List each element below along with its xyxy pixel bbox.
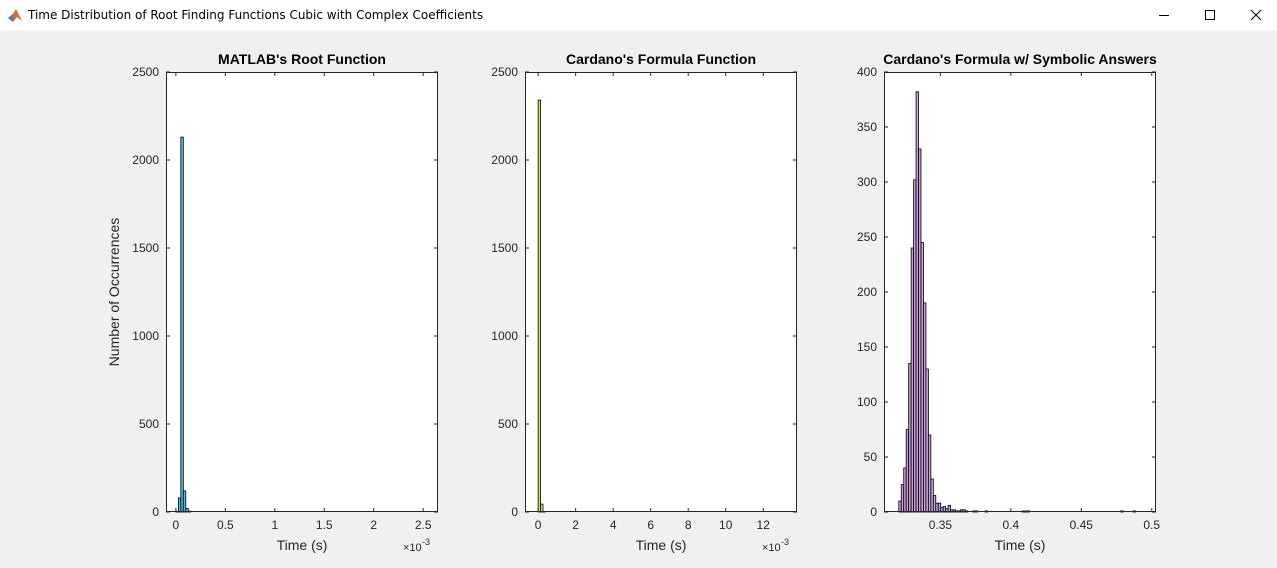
chart-title: Cardano's Formula Function: [566, 51, 756, 67]
x-tick-label: 0.45: [1070, 518, 1094, 532]
plot-area: [166, 72, 438, 512]
x-tick-label: 8: [685, 518, 692, 532]
y-tick-label: 100: [857, 395, 877, 409]
close-icon: [1250, 9, 1262, 21]
minimize-icon: [1159, 15, 1169, 16]
histogram-bar: [180, 136, 184, 513]
x-tick-label: 0.5: [217, 518, 234, 532]
axes-3[interactable]: 0.35 0.4 0.45 0.5 0 50 100 150 200 250 300 350 400 Ca…: [857, 51, 1160, 553]
y-tick-label: 1000: [491, 329, 518, 343]
x-axis-exponent: ×10: [403, 542, 422, 554]
x-axis-exponent-power: -3: [781, 537, 789, 547]
y-tick-label: 500: [139, 417, 159, 431]
maximize-icon: [1205, 10, 1215, 20]
y-tick-label: 0: [511, 505, 518, 519]
y-tick-label: 1500: [491, 241, 518, 255]
close-button[interactable]: [1233, 0, 1277, 30]
x-tick-label: 6: [647, 518, 654, 532]
axes-2[interactable]: 0 2 4 6 8 10 12 0 500 1000 1500 2000 2500 Cardano's F…: [491, 51, 797, 554]
maximize-button[interactable]: [1187, 0, 1233, 30]
plot-area: [525, 72, 797, 512]
x-tick-label: 10: [719, 518, 733, 532]
x-tick-label: 0.4: [1002, 518, 1019, 532]
y-tick-label: 200: [857, 285, 877, 299]
y-tick-label: 300: [857, 175, 877, 189]
x-tick-label: 2: [370, 518, 377, 532]
x-axis-exponent-power: -3: [422, 537, 430, 547]
x-axis-label: Time (s): [277, 537, 328, 553]
matlab-icon: [8, 9, 22, 22]
minimize-button[interactable]: [1141, 0, 1187, 30]
y-tick-label: 2500: [491, 65, 518, 79]
y-tick-label: 150: [857, 340, 877, 354]
y-tick-label: 350: [857, 120, 877, 134]
title-bar: Time Distribution of Root Finding Functi…: [0, 0, 1277, 30]
x-axis-label: Time (s): [995, 537, 1046, 553]
x-tick-label: 1: [271, 518, 278, 532]
window-title: Time Distribution of Root Finding Functi…: [28, 8, 484, 22]
y-tick-label: 0: [152, 505, 159, 519]
y-tick-label: 1500: [132, 241, 159, 255]
x-tick-label: 0.35: [929, 518, 953, 532]
x-axis-label: Time (s): [636, 537, 687, 553]
x-axis-exponent: ×10: [762, 542, 781, 554]
x-tick-label: 0.5: [1143, 518, 1160, 532]
axes-1[interactable]: 0 0.5 1 1.5 2 2.5 0 500 1000 1500 2000 2500 MATLAB's…: [106, 51, 438, 554]
y-tick-label: 2000: [491, 153, 518, 167]
chart-title: MATLAB's Root Function: [218, 51, 386, 67]
y-tick-label: 50: [864, 450, 878, 464]
y-tick-label: 250: [857, 230, 877, 244]
x-tick-label: 4: [610, 518, 617, 532]
x-tick-label: 2.5: [415, 518, 432, 532]
y-tick-label: 0: [870, 505, 877, 519]
x-tick-label: 0: [535, 518, 542, 532]
figure-canvas: 0 0.5 1 1.5 2 2.505001000150020002500MATLAB's…: [106, 51, 1160, 554]
axes-box: [166, 72, 438, 512]
axes-box: [525, 72, 797, 512]
y-tick-label: 400: [857, 65, 877, 79]
histogram-bar: [537, 99, 541, 513]
y-tick-label: 2500: [132, 65, 159, 79]
chart-title: Cardano's Formula w/ Symbolic Answers: [883, 51, 1157, 67]
x-tick-label: 1.5: [316, 518, 333, 532]
x-tick-label: 2: [572, 518, 579, 532]
y-tick-label: 500: [498, 417, 518, 431]
y-tick-label: 2000: [132, 153, 159, 167]
y-tick-label: 1000: [132, 329, 159, 343]
y-axis-label: Number of Occurrences: [106, 218, 122, 367]
histogram-bar: [540, 503, 544, 513]
x-tick-label: 0: [173, 518, 180, 532]
x-tick-label: 12: [757, 518, 771, 532]
